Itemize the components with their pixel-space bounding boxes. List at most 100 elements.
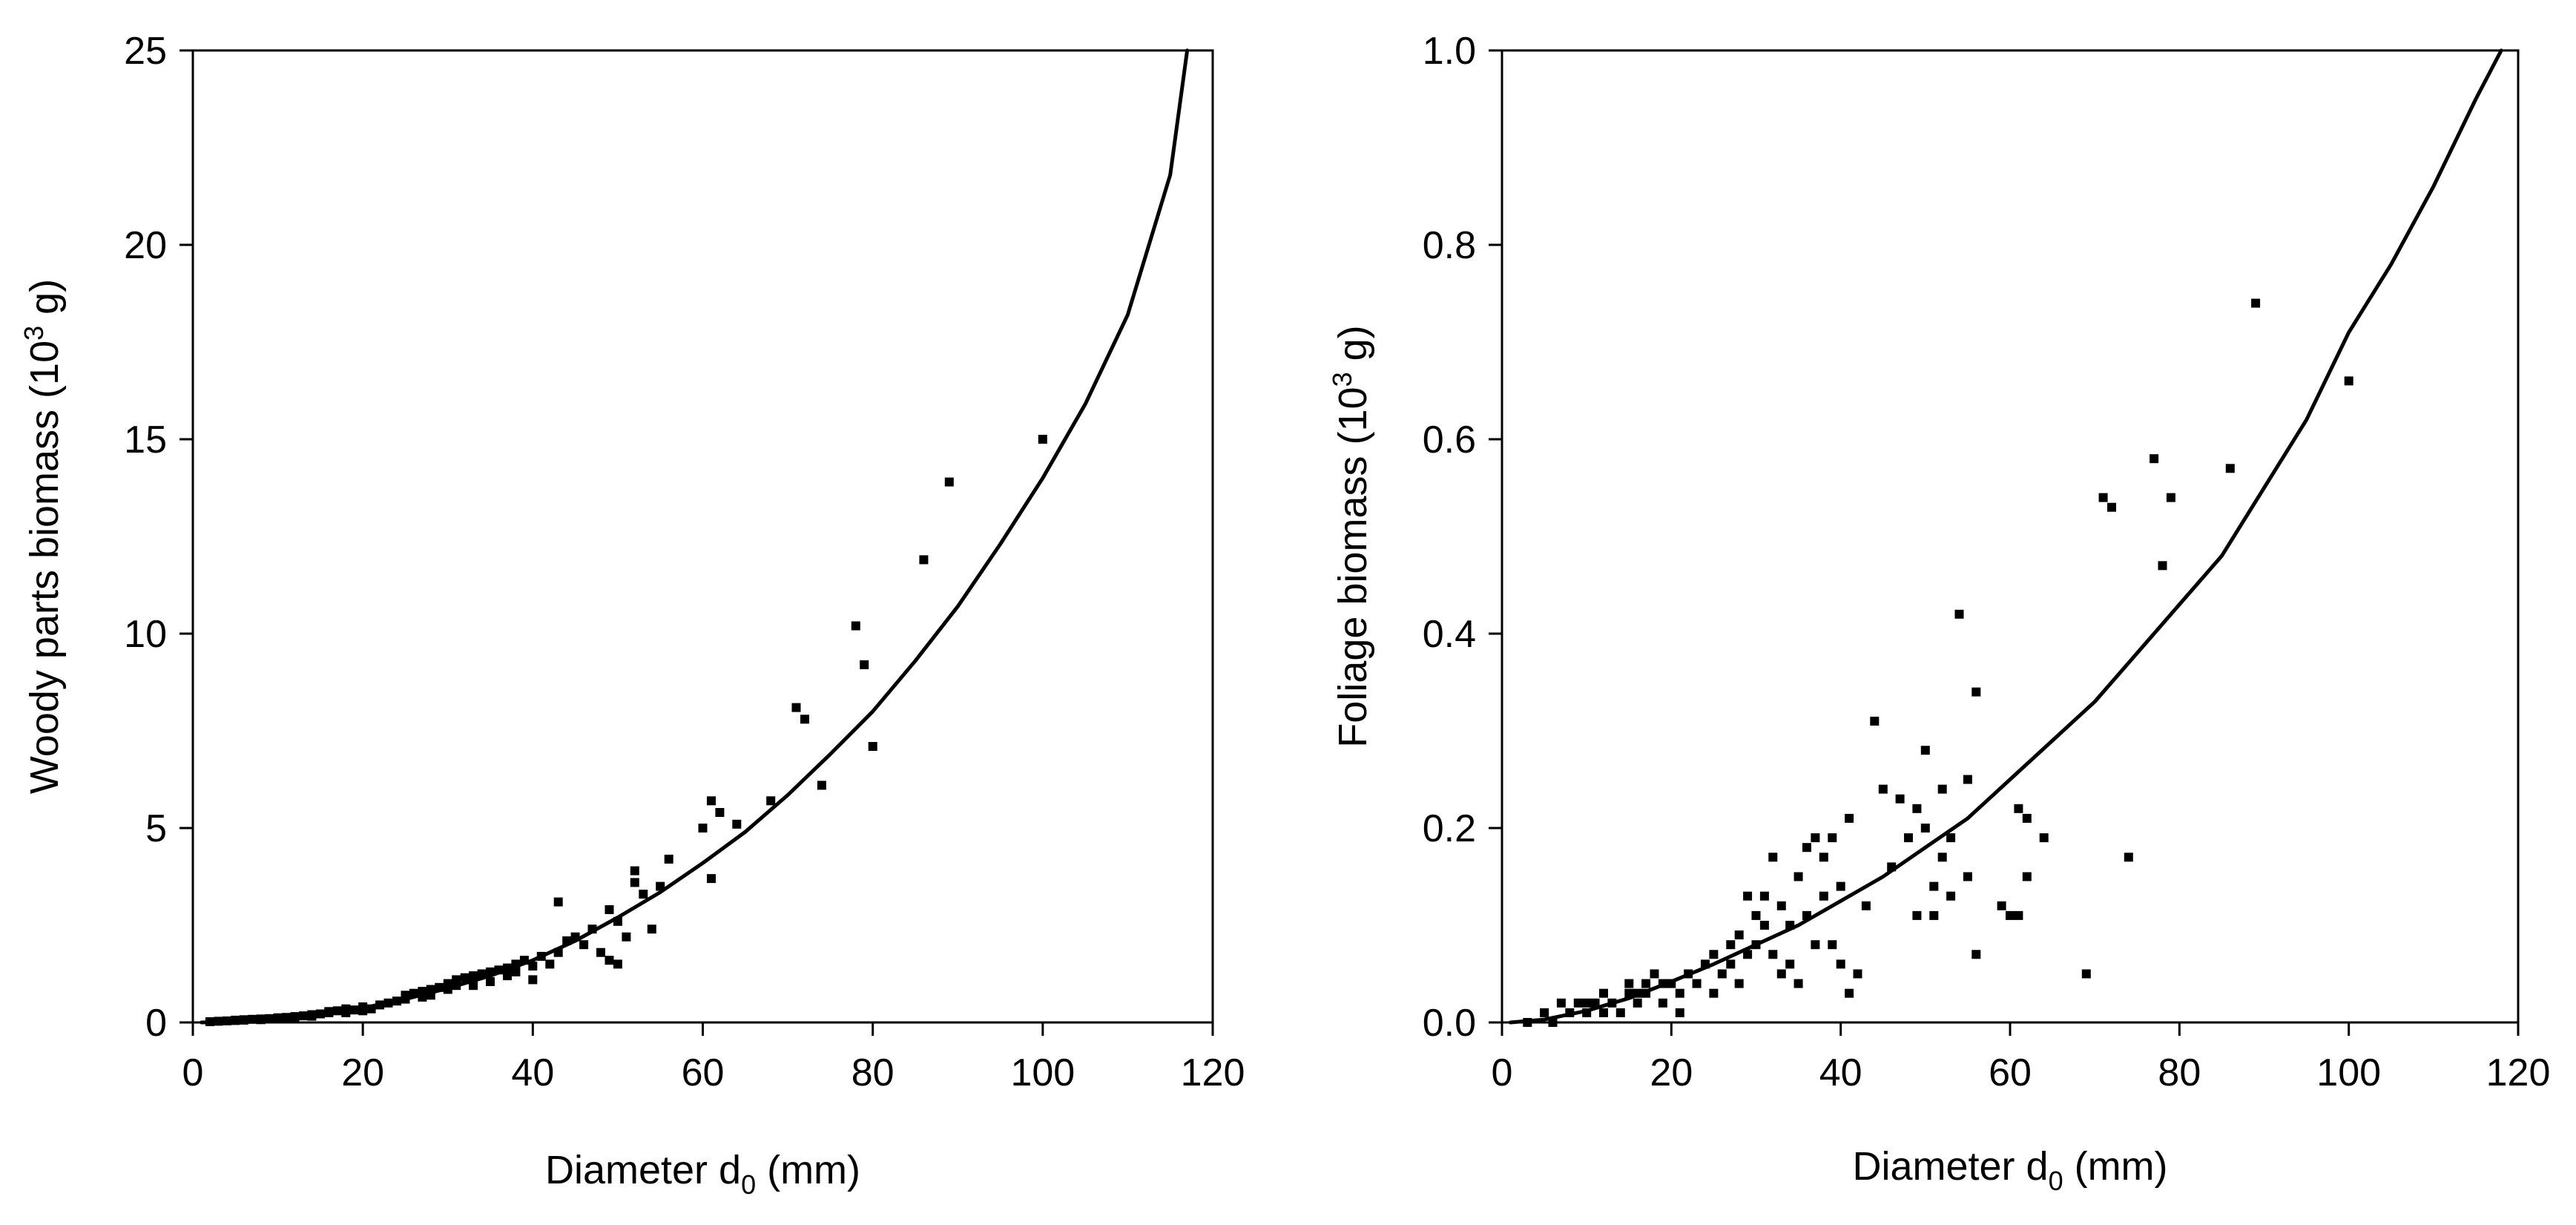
chart0-data-point bbox=[919, 555, 929, 565]
chart1-data-point bbox=[1853, 969, 1862, 979]
chart1-data-point bbox=[1920, 746, 1930, 755]
chart1-data-point bbox=[1904, 833, 1913, 843]
chart1-y-tick-label: 0.0 bbox=[1423, 1002, 1476, 1045]
chart1-data-point bbox=[1793, 979, 1803, 988]
chart1-data-point bbox=[1997, 901, 2006, 910]
chart1-data-point bbox=[2166, 493, 2175, 502]
chart0-data-point bbox=[860, 660, 869, 669]
chart1-data-point bbox=[1726, 940, 1736, 950]
chart0-data-point bbox=[511, 967, 521, 976]
chart1-data-point bbox=[1582, 998, 1592, 1008]
chart1-data-point bbox=[1963, 872, 1972, 881]
chart0-y-axis-label-text: Woody parts biomass (10 bbox=[22, 341, 67, 794]
chart0-x-tick-label: 20 bbox=[341, 1051, 384, 1094]
chart1-data-point bbox=[2124, 853, 2133, 862]
chart1-x-axis-label-unit: (mm) bbox=[2063, 1144, 2168, 1189]
chart1-data-point bbox=[1599, 988, 1608, 998]
chart0-x-axis-label: Diameter d0 (mm) bbox=[545, 1148, 860, 1200]
chart1-data-point bbox=[2107, 502, 2116, 512]
chart1-data-point bbox=[2098, 493, 2108, 502]
chart0-data-point bbox=[613, 959, 622, 969]
chart1-x-tick-label: 120 bbox=[2486, 1051, 2551, 1094]
chart0-data-point bbox=[698, 824, 708, 832]
chart1-y-tick-label: 0.2 bbox=[1423, 807, 1476, 850]
chart1-data-point bbox=[2022, 872, 2032, 881]
chart1-data-point bbox=[2006, 910, 2015, 920]
chart1-data-point bbox=[2158, 561, 2167, 571]
chart1-plot-frame bbox=[1501, 49, 2520, 1024]
chart0-y-tick-label: 0 bbox=[145, 1002, 167, 1045]
chart1-data-point bbox=[1920, 824, 1930, 832]
chart1-x-axis-label-text: Diameter d bbox=[1852, 1144, 2048, 1189]
chart0-y-tick-label: 20 bbox=[124, 224, 167, 267]
chart1-data-point bbox=[1675, 1008, 1684, 1017]
chart1-data-point bbox=[1819, 891, 1828, 901]
chart1-data-point bbox=[1556, 998, 1566, 1008]
chart1-data-point bbox=[1734, 979, 1744, 988]
chart1-data-point bbox=[1776, 969, 1786, 979]
chart1-data-point bbox=[1836, 959, 1845, 969]
chart1-data-point bbox=[1836, 881, 1845, 891]
chart1-data-point bbox=[1599, 1008, 1608, 1017]
chart0-data-point bbox=[460, 973, 470, 982]
chart1-data-point bbox=[1971, 950, 1981, 959]
chart1-data-point bbox=[1717, 969, 1727, 979]
chart1-x-tick-label: 60 bbox=[1989, 1051, 2032, 1094]
chart1-data-point bbox=[1946, 833, 1956, 843]
chart1-y-tick-label: 0.6 bbox=[1423, 418, 1476, 462]
chart1-data-point bbox=[1743, 950, 1753, 959]
chart1-y-tick-label: 1.0 bbox=[1423, 30, 1476, 73]
chart1-data-point bbox=[2039, 833, 2049, 843]
chart0-x-tick-label: 100 bbox=[1010, 1051, 1075, 1094]
chart0-data-point bbox=[817, 781, 826, 790]
chart1-data-point bbox=[2022, 813, 2032, 823]
chart0-y-axis-label-superscript: 3 bbox=[19, 326, 49, 341]
chart1-data-point bbox=[1692, 979, 1702, 988]
chart1-fitted-curve bbox=[1508, 48, 2503, 1025]
chart0-data-point bbox=[766, 796, 776, 806]
chart1-x-tick-label: 80 bbox=[2158, 1051, 2201, 1094]
chart1-y-tick-label: 0.4 bbox=[1423, 613, 1476, 656]
chart0-x-tick-label: 120 bbox=[1181, 1051, 1245, 1094]
chart0-data-point bbox=[528, 962, 538, 971]
chart0-data-point bbox=[605, 905, 614, 914]
chart0-y-tick-label: 25 bbox=[124, 30, 167, 73]
chart0-data-point bbox=[732, 819, 742, 829]
chart1-data-point bbox=[1912, 910, 1922, 920]
chart0-data-point bbox=[630, 878, 639, 887]
chart1-data-point bbox=[1658, 998, 1667, 1008]
chart1-data-point bbox=[1768, 950, 1778, 959]
chart0-data-point bbox=[647, 925, 656, 934]
chart0-y-tick-label: 5 bbox=[145, 807, 167, 850]
chart0-data-point bbox=[664, 854, 673, 864]
chart1-x-axis-label: Diameter d0 (mm) bbox=[1852, 1144, 2167, 1196]
chart0-data-point bbox=[944, 477, 954, 487]
chart1-data-point bbox=[1878, 784, 1888, 794]
chart1-data-point bbox=[2344, 376, 2353, 386]
chart1-x-axis-label-subscript: 0 bbox=[2049, 1166, 2063, 1196]
chart0-data-point bbox=[503, 971, 512, 981]
chart0-data-point bbox=[791, 703, 801, 712]
chart1-data-point bbox=[1802, 843, 1811, 853]
chart0-x-tick-label: 60 bbox=[682, 1051, 725, 1094]
chart0-data-point bbox=[1038, 435, 1047, 444]
chart1-data-point bbox=[1828, 940, 1837, 950]
chart0-x-tick-label: 80 bbox=[851, 1051, 895, 1094]
chart0-data-point bbox=[528, 975, 538, 985]
chart1-data-point bbox=[2014, 910, 2023, 920]
chart1-data-point bbox=[1548, 1018, 1558, 1027]
chart1-y-axis-label: Foliage biomass (103 g) bbox=[1327, 325, 1375, 747]
chart1-data-point bbox=[1785, 959, 1795, 969]
chart1-data-point bbox=[1870, 716, 1880, 726]
chart1-y-tick-label: 0.8 bbox=[1423, 224, 1476, 267]
chart1-data-point bbox=[2081, 969, 2091, 979]
chart1-data-point bbox=[1590, 998, 1600, 1008]
chart1-data-point bbox=[1759, 891, 1769, 901]
chart1-data-point bbox=[1828, 833, 1837, 843]
chart0-x-tick-label: 40 bbox=[511, 1051, 554, 1094]
chart1-data-point bbox=[1615, 1008, 1625, 1017]
chart0-data-point bbox=[553, 897, 563, 907]
chart1-data-point bbox=[2150, 454, 2159, 464]
